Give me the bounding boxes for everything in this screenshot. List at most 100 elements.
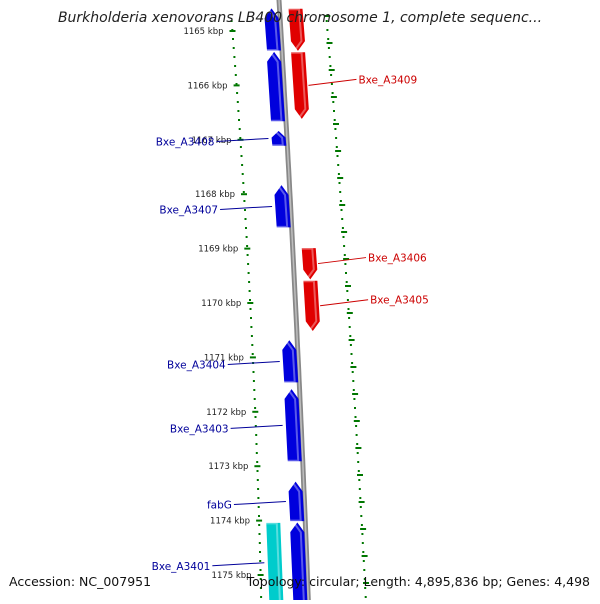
scale-tick-label: 1168 kbp bbox=[195, 190, 235, 200]
gene-label[interactable]: Bxe_A3403 bbox=[170, 423, 229, 435]
gene-label[interactable]: fabG bbox=[207, 500, 232, 512]
outer-minor-tick bbox=[341, 227, 344, 229]
inner-minor-tick bbox=[234, 74, 237, 76]
outer-major-tick bbox=[360, 528, 367, 530]
outer-minor-tick bbox=[351, 371, 354, 373]
gene-shading bbox=[270, 184, 289, 228]
inner-minor-tick bbox=[257, 488, 260, 490]
gene-bxe-a3403[interactable] bbox=[284, 389, 302, 462]
scale-tick-mark bbox=[252, 410, 259, 413]
outer-minor-tick bbox=[363, 578, 366, 580]
outer-minor-tick bbox=[363, 569, 366, 571]
outer-minor-tick bbox=[355, 425, 358, 427]
outer-minor-tick bbox=[359, 506, 362, 508]
inner-minor-tick bbox=[257, 497, 260, 499]
gene-label[interactable]: Bxe_A3404 bbox=[167, 359, 226, 371]
gene-label[interactable]: Bxe_A3409 bbox=[358, 74, 417, 86]
inner-minor-tick bbox=[234, 65, 237, 67]
outer-minor-tick bbox=[333, 110, 335, 112]
inner-minor-tick bbox=[250, 326, 253, 328]
inner-minor-tick bbox=[255, 443, 258, 445]
gene-unlabeled-2[interactable] bbox=[264, 8, 281, 51]
scale-tick-label: 1165 kbp bbox=[183, 27, 223, 37]
gene-bxe-a3404[interactable] bbox=[282, 340, 299, 383]
scale-tick-mark bbox=[257, 574, 264, 576]
outer-minor-tick bbox=[337, 164, 340, 166]
inner-minor-tick bbox=[249, 308, 252, 310]
gene-shading bbox=[263, 51, 283, 122]
inner-minor-tick bbox=[255, 434, 258, 436]
outer-minor-tick bbox=[330, 74, 333, 76]
inner-minor-tick bbox=[258, 542, 261, 544]
gene-bxe-a3407[interactable] bbox=[274, 185, 291, 228]
outer-minor-tick bbox=[341, 218, 344, 220]
outer-minor-tick bbox=[360, 515, 363, 517]
inner-minor-tick bbox=[254, 416, 257, 418]
outer-minor-tick bbox=[349, 335, 352, 337]
outer-minor-tick bbox=[352, 380, 355, 382]
accession-text: Accession: NC_007951 bbox=[9, 574, 152, 589]
gene-unlabeled-0[interactable] bbox=[288, 8, 305, 51]
gene-shading bbox=[287, 51, 307, 120]
inner-minor-tick bbox=[260, 596, 263, 598]
gene-callout-line bbox=[230, 424, 283, 429]
gene-label[interactable]: Bxe_A3405 bbox=[370, 295, 429, 307]
gene-shading bbox=[284, 8, 303, 52]
gene-shading bbox=[285, 480, 302, 522]
scale-tick-mark bbox=[229, 30, 236, 32]
outer-major-tick bbox=[358, 501, 365, 503]
outer-minor-tick bbox=[326, 29, 329, 31]
gene-shading bbox=[268, 130, 284, 147]
outer-minor-tick bbox=[352, 389, 355, 391]
gene-label[interactable]: Bxe_A3406 bbox=[368, 253, 427, 265]
gene-callout-line bbox=[308, 78, 357, 86]
outer-minor-tick bbox=[361, 542, 364, 544]
inner-minor-tick bbox=[258, 515, 260, 517]
inner-minor-tick bbox=[257, 506, 260, 508]
outer-minor-tick bbox=[358, 479, 361, 481]
gene-bxe-a3405[interactable] bbox=[303, 280, 320, 332]
inner-minor-tick bbox=[253, 389, 256, 391]
inner-minor-tick bbox=[256, 461, 259, 463]
inner-minor-tick bbox=[254, 425, 257, 427]
inner-minor-tick bbox=[247, 263, 250, 265]
outer-minor-tick bbox=[349, 344, 352, 346]
inner-minor-tick bbox=[239, 137, 242, 139]
outer-minor-tick bbox=[356, 452, 359, 454]
inner-minor-tick bbox=[251, 344, 254, 346]
inner-minor-tick bbox=[254, 407, 257, 409]
outer-minor-tick bbox=[335, 146, 338, 148]
outer-minor-tick bbox=[361, 533, 364, 535]
gene-bxe-a3406[interactable] bbox=[301, 248, 318, 280]
scale-tick-label: 1170 kbp bbox=[201, 299, 241, 309]
scale-tick-mark bbox=[233, 84, 240, 87]
scale-tick-mark bbox=[247, 302, 254, 304]
outer-minor-tick bbox=[348, 317, 351, 319]
gene-label[interactable]: Bxe_A3408 bbox=[156, 136, 215, 148]
scale-tick-label: 1174 kbp bbox=[210, 517, 250, 527]
outer-major-tick bbox=[348, 339, 355, 341]
gene-unlabeled-3[interactable] bbox=[267, 51, 286, 122]
outer-minor-tick bbox=[331, 92, 334, 94]
outer-minor-tick bbox=[328, 56, 331, 58]
gene-fabg[interactable] bbox=[288, 481, 305, 522]
gene-label[interactable]: Bxe_A3407 bbox=[159, 204, 218, 216]
inner-minor-tick bbox=[252, 380, 255, 382]
outer-minor-tick bbox=[364, 596, 367, 598]
outer-minor-tick bbox=[343, 254, 346, 256]
scale-tick-label: 1173 kbp bbox=[208, 462, 248, 472]
gene-callout-line bbox=[216, 137, 269, 142]
outer-minor-tick bbox=[340, 209, 343, 211]
inner-minor-tick bbox=[242, 182, 245, 184]
gene-callout-line bbox=[212, 562, 265, 567]
gene-bxe-a3409[interactable] bbox=[291, 52, 309, 119]
scale-tick-label: 1169 kbp bbox=[198, 245, 238, 255]
scale-tick-mark bbox=[256, 519, 263, 522]
gene-callout-line bbox=[233, 501, 286, 506]
gene-bxe-a3408[interactable] bbox=[271, 130, 287, 146]
inner-minor-tick bbox=[252, 371, 255, 373]
outer-minor-tick bbox=[346, 299, 349, 301]
gene-label[interactable]: Bxe_A3401 bbox=[152, 561, 211, 573]
